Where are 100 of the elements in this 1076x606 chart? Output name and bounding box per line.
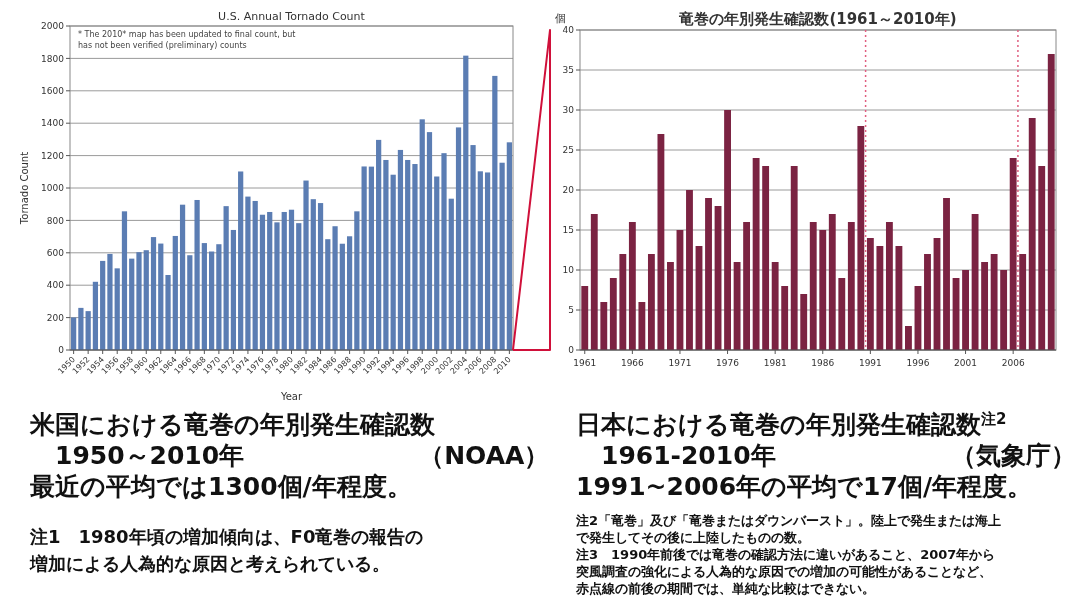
bar [426,132,433,350]
x-tick-label: 1971 [668,358,692,368]
bar [895,246,903,350]
x-tick-label: 1961 [573,358,597,368]
bar [492,75,498,350]
text: 日本における竜巻の年別発生確認数$^{注2}$ [576,410,1007,439]
bar [1009,158,1017,350]
bar [419,119,425,350]
chart-title: 竜巻の年別発生確認数(1961～2010年) [678,10,957,28]
bar [943,198,950,350]
bar [121,211,128,350]
bar [230,229,237,350]
bar [762,166,770,350]
bar [771,262,779,350]
text: 米国における竜巻の年別発生確認数 [29,410,436,439]
bar [1028,118,1036,350]
y-axis-title: 個 [554,12,566,25]
bar [259,214,266,350]
bar [743,222,751,350]
bar [172,235,178,350]
bar [686,190,693,350]
y-tick-label: 800 [46,215,65,226]
y-tick-label: 1800 [41,53,65,64]
bar [361,166,367,350]
text: 注3 1990年前後では竜巻の確認方法に違いがあること、2007年から [575,547,996,562]
bar [733,262,741,350]
bar [638,302,646,350]
bar [600,302,608,350]
bar [78,307,84,350]
bar [971,214,979,350]
bar [581,286,589,350]
bar [332,226,338,350]
bar [71,317,77,350]
bar [752,158,760,350]
y-tick-label: 20 [562,185,575,196]
bar [354,211,360,350]
bar [383,159,389,350]
bar [463,55,469,350]
bar [100,260,106,350]
bar [150,237,157,350]
bar [990,254,998,350]
bar [838,278,846,350]
text: 1961-2010年 （気象庁） [576,441,1076,470]
bar [590,214,598,350]
bar [800,294,808,350]
bar [857,126,865,350]
bar [245,196,251,350]
bar [129,258,135,350]
bar [252,200,258,350]
y-tick-label: 40 [562,25,575,36]
bar [136,252,142,350]
y-axis-title: Tornado Count [19,151,30,226]
bar [346,236,353,350]
bar [657,134,665,350]
bar [885,222,893,350]
bar [866,238,874,350]
bar [368,166,374,350]
x-tick-label: 2001 [954,358,978,368]
bar [981,262,989,350]
bar [1038,166,1046,350]
bar [310,199,316,350]
bar [296,223,302,350]
bar [790,166,798,350]
bar [165,274,171,350]
bar [828,214,836,350]
bar [628,222,636,350]
text: 突風調査の強化による人為的な原因での増加の可能性があることなど、 [575,564,992,579]
annotation: * The 2010* map has been updated to final count, but has not been verified (preliminary) counts [78,29,297,51]
y-tick-label: 5 [568,305,574,316]
bar [303,180,309,350]
text: 1950～2010年 （NOAA） [30,441,550,470]
bar [484,172,491,350]
bar [288,209,295,350]
bar [647,254,655,350]
bar [809,222,817,350]
bar [325,239,331,350]
bar [114,268,120,350]
bar [201,243,207,350]
bar [1047,54,1055,350]
bar [376,139,382,350]
bar [477,171,483,350]
bar [724,110,731,350]
bar [1019,254,1027,350]
y-tick-label: 10 [562,265,575,276]
bar [847,222,855,350]
text: 1991~2006年の平均で17個/年程度。 [576,472,1033,501]
bar [609,278,617,350]
x-tick-label: 1976 [716,358,740,368]
bar [781,286,789,350]
y-tick-label: 400 [46,280,65,291]
chart-title: U.S. Annual Tornado Count [218,10,366,23]
bar [274,222,280,350]
text: 赤点線の前後の期間では、単純な比較はできない。 [575,581,875,596]
y-tick-label: 600 [46,247,65,258]
y-tick-label: 1400 [41,118,65,129]
bar [317,203,324,350]
text: 注1 1980年頃の増加傾向は、F0竜巻の報告の [29,526,424,547]
x-tick-label: 1966 [620,358,645,368]
bar [667,262,674,350]
bar [281,211,287,350]
